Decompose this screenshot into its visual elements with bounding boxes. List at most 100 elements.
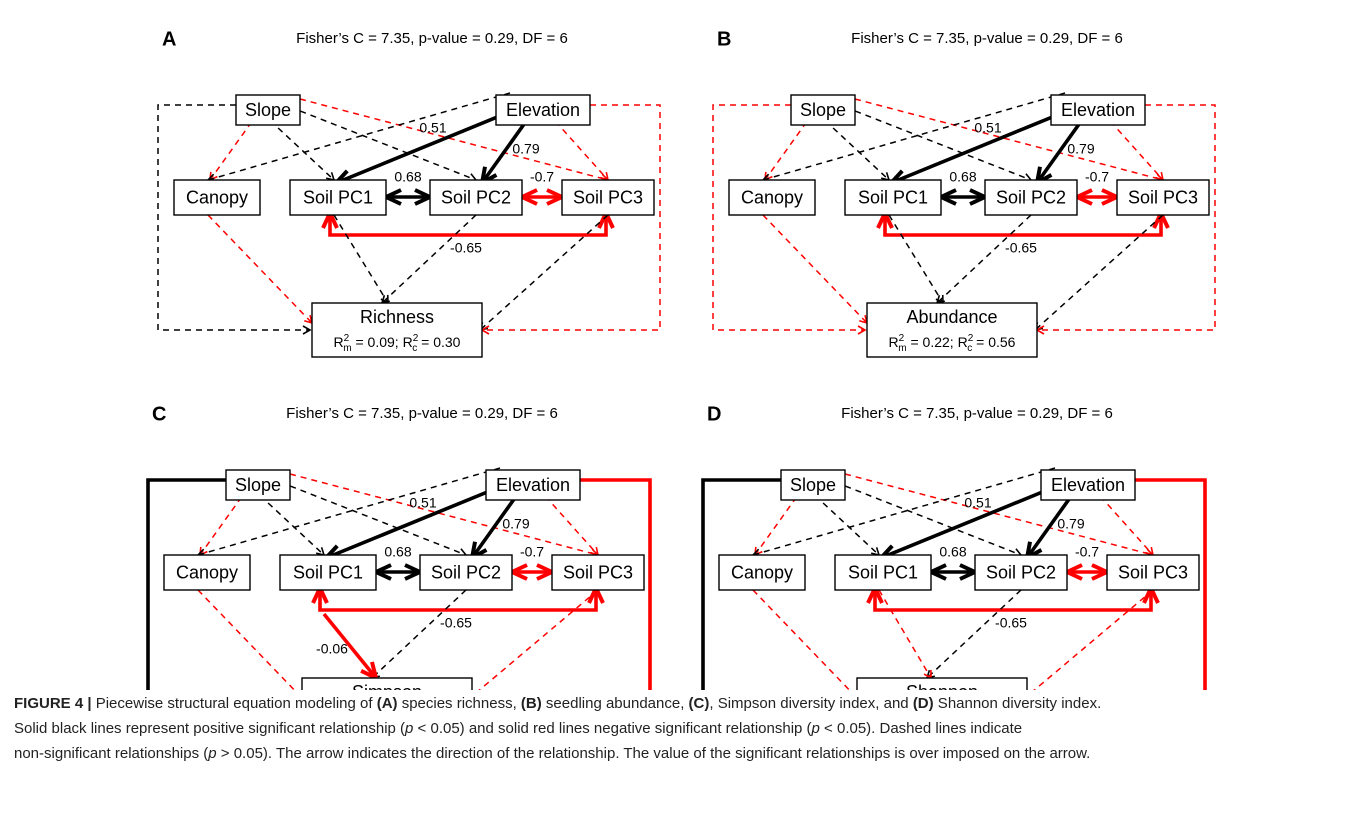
panel-letter: C (152, 403, 166, 425)
node-response-box (866, 302, 1038, 358)
node-soil-pc2-label: Soil PC2 (986, 562, 1056, 582)
caption-text: non-significant relationships ( (14, 745, 209, 762)
node-soil-pc3-label: Soil PC3 (573, 187, 643, 207)
node-canopy-label: Canopy (186, 187, 248, 207)
r-squared-values: R2 m = 0.09; R2 c = 0.30 (334, 333, 461, 354)
edge-elevation-pc1 (335, 109, 513, 185)
fit-statistics: Fisher’s C = 7.35, p-value = 0.29, DF = … (296, 30, 568, 47)
edge-layer: 0.510.790.68-0.7-0.65-0.060.06-0.09 (146, 467, 652, 690)
caption-panel-a: (A) (376, 695, 398, 712)
caption-label: FIGURE 4 | (14, 695, 92, 712)
caption-text: Solid black lines represent positive sig… (14, 720, 406, 737)
panel-letter: A (162, 28, 176, 50)
edge-pc3-response (1034, 214, 1164, 331)
panel-c: C Fisher’s C = 7.35, p-value = 0.29, DF =… (146, 403, 652, 690)
panel-d: D Fisher’s C = 7.35, p-value = 0.29, DF =… (701, 403, 1207, 690)
node-soil-pc2-box (429, 179, 523, 216)
edge-canopy-response (197, 589, 296, 690)
node-soil-pc1-box (289, 179, 387, 216)
edge-elevation-pc1 (325, 484, 503, 560)
edge-canopy-response (762, 214, 868, 324)
coef-pc2-pc3: -0.7 (1075, 544, 1099, 560)
node-response-box (301, 677, 473, 690)
node-slope-box (225, 469, 291, 501)
node-canopy-label: Canopy (731, 562, 793, 582)
node-elevation-label: Elevation (496, 475, 570, 495)
node-canopy-box (728, 179, 816, 216)
coef-pc1-pc3: -0.65 (440, 615, 472, 631)
caption-text: Shannon diversity index. (933, 695, 1102, 712)
caption-text: Piecewise structural equation modeling o… (91, 695, 377, 712)
coef-pc1-response: -0.06 (316, 641, 348, 657)
edge-pc1-pc3 (328, 213, 608, 237)
edge-elevation-response (580, 478, 652, 690)
node-soil-pc3-label: Soil PC3 (1128, 187, 1198, 207)
node-soil-pc3-label: Soil PC3 (1118, 562, 1188, 582)
node-soil-pc1-box (834, 554, 932, 591)
node-canopy-label: Canopy (741, 187, 803, 207)
edge-slope-pc2 (289, 106, 477, 181)
coef-pc1-pc3: -0.65 (1005, 240, 1037, 256)
edge-pc1-pc3 (883, 213, 1163, 237)
node-canopy-box (163, 554, 251, 591)
node-elevation-label: Elevation (1051, 475, 1125, 495)
node-soil-pc2-box (974, 554, 1068, 591)
edge-pc2-response (926, 589, 1022, 679)
edge-elevation-canopy (752, 467, 1056, 556)
node-elevation-box (495, 94, 591, 126)
r-squared-values: R2 m = 0.22; R2 c = 0.56 (889, 333, 1016, 354)
coef-elevation-pc2: 0.79 (512, 141, 539, 157)
edge-pc1-pc3 (873, 588, 1153, 612)
coef-elevation-pc1: 0.51 (974, 120, 1001, 136)
node-elevation-label: Elevation (1061, 100, 1135, 120)
edge-elevation-canopy (207, 92, 511, 181)
caption-text: species richness, (397, 695, 521, 712)
coef-elevation-pc2: 0.79 (1067, 141, 1094, 157)
node-elevation-box (1040, 469, 1136, 501)
edge-pc3-response (478, 589, 599, 690)
coef-elevation-pc1: 0.51 (409, 495, 436, 511)
node-soil-pc3-box (1116, 179, 1210, 216)
node-canopy-box (173, 179, 261, 216)
node-soil-pc2-box (984, 179, 1078, 216)
edge-slope-response-arrowhead (857, 325, 867, 335)
edge-elevation-response (482, 104, 661, 331)
edge-slope-pc3 (289, 473, 599, 556)
node-soil-pc1-box (844, 179, 942, 216)
node-response-label: Shannon (906, 682, 978, 690)
node-slope-box (790, 94, 856, 126)
caption-line-3: non-significant relationships (p > 0.05)… (14, 741, 1344, 766)
edge-pc1-response (878, 589, 932, 679)
edge-slope-response (712, 104, 865, 331)
node-soil-pc1-label: Soil PC1 (848, 562, 918, 582)
caption-text: < 0.05) and solid red lines negative sig… (413, 720, 812, 737)
edge-slope-pc3 (844, 473, 1154, 556)
edge-canopy-response (752, 589, 851, 690)
edge-pc1-response (333, 214, 389, 304)
node-slope-label: Slope (235, 475, 281, 495)
node-elevation-box (1050, 94, 1146, 126)
edge-elevation-pc1 (880, 484, 1058, 560)
node-response-label: Simpson (352, 682, 422, 690)
node-soil-pc3-box (561, 179, 655, 216)
edge-slope-pc2 (279, 481, 467, 556)
edge-pc2-response (381, 214, 477, 304)
edge-elevation-response (1135, 478, 1207, 690)
caption-p-symbol: p (208, 745, 217, 762)
edge-slope-response (157, 104, 310, 331)
panel-letter: B (717, 28, 731, 50)
caption-panel-c: (C) (688, 695, 710, 712)
coef-pc2-pc3: -0.7 (520, 544, 544, 560)
sem-diagram: A Fisher’s C = 7.35, p-value = 0.29, DF =… (146, 28, 1216, 690)
node-soil-pc1-box (279, 554, 377, 591)
caption-text: > 0.05). The arrow indicates the directi… (216, 745, 1091, 762)
edge-canopy-response (207, 214, 313, 324)
edge-pc1-response (322, 612, 378, 680)
node-soil-pc3-box (1106, 554, 1200, 591)
node-elevation-box (485, 469, 581, 501)
node-response-box (856, 677, 1028, 690)
edge-pc3-response (479, 214, 609, 331)
node-slope-label: Slope (790, 475, 836, 495)
coef-pc2-pc3: -0.7 (1085, 169, 1109, 185)
